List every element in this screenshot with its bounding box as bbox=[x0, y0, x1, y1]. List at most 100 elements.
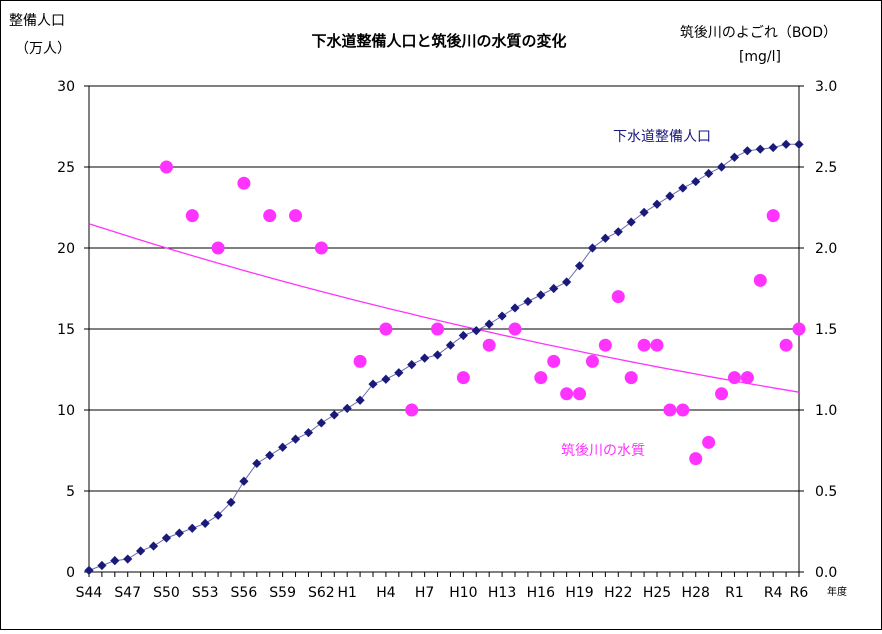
right-tick-label: 1.5 bbox=[815, 322, 837, 338]
left-tick-label: 20 bbox=[57, 241, 75, 257]
population-point bbox=[290, 434, 301, 444]
bod-point bbox=[650, 338, 664, 352]
population-point bbox=[716, 162, 727, 172]
population-point bbox=[691, 176, 701, 187]
bod-point bbox=[727, 371, 741, 385]
x-tick-label: S50 bbox=[153, 585, 180, 601]
population-point bbox=[549, 283, 559, 294]
right-tick-label: 0.5 bbox=[815, 484, 837, 500]
left-tick-label: 25 bbox=[57, 160, 75, 176]
left-axis-label: 整備人口 bbox=[9, 13, 65, 29]
bod-point bbox=[547, 354, 561, 368]
x-tick-label: H28 bbox=[682, 585, 710, 601]
bod-point bbox=[405, 403, 419, 417]
population-point bbox=[187, 523, 197, 533]
x-tick-label: H16 bbox=[527, 585, 555, 601]
population-point bbox=[110, 556, 120, 566]
population-point bbox=[587, 243, 598, 253]
population-point bbox=[394, 368, 404, 378]
population-point bbox=[626, 217, 636, 227]
population-point bbox=[316, 418, 326, 428]
right-axis-label: 筑後川のよごれ（BOD） bbox=[680, 25, 837, 41]
bod-point bbox=[534, 371, 548, 385]
bod-trendline bbox=[88, 223, 800, 393]
bod-point bbox=[740, 371, 754, 385]
population-point bbox=[458, 330, 468, 341]
bod-point bbox=[185, 209, 199, 223]
x-tick-label: S62 bbox=[308, 585, 335, 601]
population-point bbox=[278, 442, 288, 452]
bod-point bbox=[237, 176, 251, 190]
chart-title: 下水道整備人口と筑後川の水質の変化 bbox=[311, 32, 566, 50]
x-tick-label: S44 bbox=[76, 585, 103, 601]
bod-point bbox=[624, 371, 638, 385]
x-tick-label: R1 bbox=[725, 585, 744, 601]
left-tick-label: 15 bbox=[57, 322, 75, 338]
x-tick-label: R6 bbox=[790, 585, 809, 601]
x-tick-label: S59 bbox=[269, 585, 296, 601]
x-tick-label: H25 bbox=[643, 585, 671, 601]
right-tick-label: 0.0 bbox=[815, 565, 837, 581]
left-tick-label: 30 bbox=[57, 79, 75, 95]
left-tick-label: 5 bbox=[66, 484, 75, 500]
right-axis-unit: [mg/l] bbox=[739, 49, 781, 65]
bod-series bbox=[159, 160, 806, 466]
population-point bbox=[574, 261, 585, 271]
population-point bbox=[136, 546, 146, 556]
left-axis-unit: （万人） bbox=[15, 41, 71, 57]
population-point bbox=[200, 518, 210, 528]
x-tick-label: H7 bbox=[415, 585, 434, 601]
bod-point bbox=[598, 338, 612, 352]
population-line bbox=[88, 143, 799, 571]
x-tick-label: H10 bbox=[449, 585, 477, 601]
population-point bbox=[600, 233, 610, 243]
right-tick-label: 2.0 bbox=[815, 241, 837, 257]
bod-point bbox=[792, 322, 806, 336]
bod-point bbox=[159, 160, 173, 174]
bod-point bbox=[689, 452, 703, 466]
population-point bbox=[536, 290, 546, 300]
population-point bbox=[729, 152, 740, 162]
bod-point bbox=[353, 354, 367, 368]
population-point bbox=[381, 374, 391, 384]
population-point bbox=[755, 144, 765, 154]
population-point bbox=[781, 139, 791, 149]
population-series bbox=[84, 139, 804, 575]
x-tick-label: S56 bbox=[231, 585, 258, 601]
population-point bbox=[213, 510, 223, 520]
population-point bbox=[523, 296, 533, 307]
bod-point bbox=[379, 322, 393, 336]
population-point bbox=[148, 541, 159, 551]
x-tick-label: S53 bbox=[192, 585, 219, 601]
population-point bbox=[265, 450, 275, 460]
population-point bbox=[239, 476, 249, 486]
population-point bbox=[652, 199, 662, 209]
bod-point bbox=[715, 387, 729, 401]
population-point bbox=[342, 403, 352, 413]
axes bbox=[84, 85, 804, 577]
population-point bbox=[497, 311, 507, 321]
x-tick-label: H22 bbox=[604, 585, 632, 601]
bod-point bbox=[611, 290, 625, 304]
x-tick-label: S47 bbox=[114, 585, 141, 601]
bod-point bbox=[779, 338, 793, 352]
population-point bbox=[768, 142, 778, 153]
bod-point bbox=[560, 387, 574, 401]
right-tick-label: 3.0 bbox=[815, 79, 837, 95]
bod-point bbox=[585, 354, 599, 368]
population-point bbox=[432, 350, 443, 360]
x-tick-label: H13 bbox=[488, 585, 516, 601]
population-point bbox=[97, 560, 107, 571]
population-point bbox=[484, 319, 494, 329]
population-point bbox=[355, 395, 365, 405]
population-point bbox=[407, 360, 417, 370]
x-tick-label: H1 bbox=[337, 585, 356, 601]
bod-point bbox=[482, 338, 496, 352]
population-point bbox=[665, 191, 675, 201]
bod-point bbox=[766, 209, 780, 223]
population-point bbox=[510, 303, 520, 313]
population-point bbox=[368, 379, 378, 389]
right-tick-label: 1.0 bbox=[815, 403, 837, 419]
x-tick-label: R4 bbox=[764, 585, 783, 601]
